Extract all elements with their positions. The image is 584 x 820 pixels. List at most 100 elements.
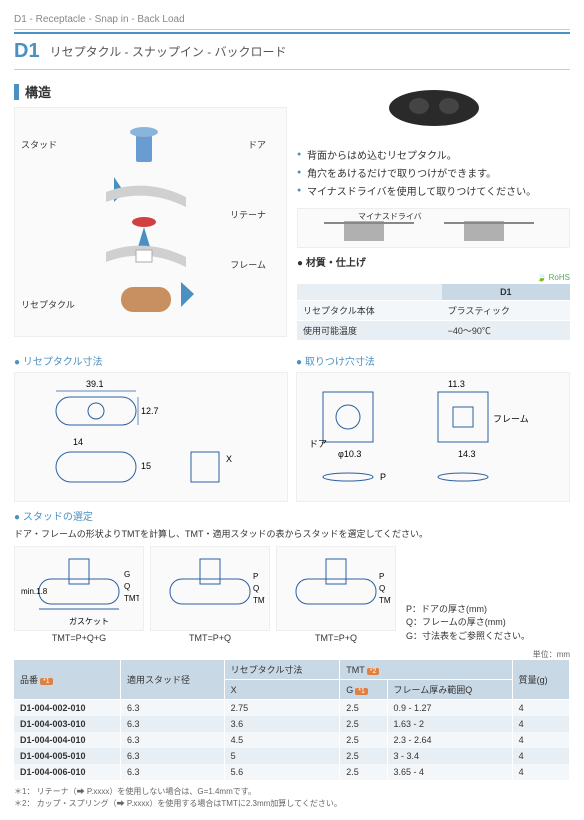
table-row: D1-004-004-0106.34.52.52.3 - 2.644 xyxy=(14,732,570,748)
label-retainer: リテーナ xyxy=(230,208,266,221)
svg-text:G: G xyxy=(124,570,130,579)
cell-x: 3.6 xyxy=(224,716,340,732)
svg-text:X: X xyxy=(226,454,232,464)
svg-text:P: P xyxy=(253,572,258,581)
stud-select-heading: ● スタッドの選定 xyxy=(14,508,570,523)
bullet-1: 角穴をあけるだけで取りつけができます。 xyxy=(307,169,496,180)
th-stud: 適用スタッド径 xyxy=(120,660,224,700)
stud-cap-2: TMT=P+Q xyxy=(276,633,396,643)
bullet-2: マイナスドライバを使用して取りつけてください。 xyxy=(307,187,536,198)
mat-v0: プラスティック xyxy=(442,301,570,321)
structure-heading: 構造 xyxy=(25,82,51,101)
th-pn-badge: *1 xyxy=(40,678,53,685)
stud-legend: P：ドアの厚さ(mm) Q：フレームの厚さ(mm) G：寸法表をご参照ください。 xyxy=(402,603,530,644)
cell-stud: 6.3 xyxy=(120,764,224,780)
cell-stud: 6.3 xyxy=(120,748,224,764)
cell-m: 4 xyxy=(512,764,569,780)
cell-x: 4.5 xyxy=(224,732,340,748)
th-tmt-badge: *2 xyxy=(367,668,380,675)
title-code: D1 xyxy=(14,40,40,63)
product-photo xyxy=(297,70,570,140)
recep-dim-heading: ● リセプタクル寸法 xyxy=(14,353,288,368)
cell-q: 1.63 - 2 xyxy=(387,716,512,732)
cell-g: 2.5 xyxy=(340,716,387,732)
cell-m: 4 xyxy=(512,716,569,732)
stud-cap-1: TMT=P+Q xyxy=(150,633,270,643)
legend-0: P：ドアの厚さ(mm) xyxy=(406,603,530,617)
recep-dim-diagram: 39.1 12.7 14 15 X xyxy=(14,372,288,502)
title-text: リセプタクル - スナップイン - バックロード xyxy=(50,43,287,60)
legend-1: Q：フレームの厚さ(mm) xyxy=(406,616,530,630)
cell-stud: 6.3 xyxy=(120,700,224,717)
material-table: D1 リセプタクル本体プラスティック 使用可能温度−40～90℃ xyxy=(297,284,570,341)
rohs-badge: 🍃 RoHS xyxy=(297,273,570,282)
stud-diag-2: P Q TMT xyxy=(276,546,396,631)
svg-text:TMT: TMT xyxy=(253,596,265,605)
svg-text:15: 15 xyxy=(141,461,151,471)
cell-g: 2.5 xyxy=(340,764,387,780)
mat-k1: 使用可能温度 xyxy=(297,321,442,341)
title-bar: D1 リセプタクル - スナップイン - バックロード xyxy=(14,32,570,70)
table-row: D1-004-002-0106.32.752.50.9 - 1.274 xyxy=(14,700,570,717)
stud-select-note: ドア・フレームの形状よりTMTを計算し、TMT・適用スタッドの表からスタッドを選… xyxy=(14,527,570,540)
section-structure: 構造 xyxy=(14,82,287,101)
svg-text:11.3: 11.3 xyxy=(448,379,465,389)
cell-stud: 6.3 xyxy=(120,716,224,732)
svg-text:φ10.3: φ10.3 xyxy=(338,449,361,459)
svg-text:TMT: TMT xyxy=(379,596,391,605)
footnotes: ＊1： リテーナ（➡ P.xxxx）を使用しない場合は、G=1.4mmです。 ＊… xyxy=(14,786,570,810)
th-recep: リセプタクル寸法 xyxy=(224,660,340,680)
cell-pn: D1-004-006-010 xyxy=(14,764,120,780)
breadcrumb: D1 - Receptacle - Snap in - Back Load xyxy=(14,10,570,30)
footnote-0: ＊1： リテーナ（➡ P.xxxx）を使用しない場合は、G=1.4mmです。 xyxy=(14,786,570,798)
svg-text:TMT: TMT xyxy=(124,594,139,603)
svg-text:P: P xyxy=(379,572,384,581)
label-door: ドア xyxy=(248,138,266,151)
table-row: D1-004-003-0106.33.62.51.63 - 24 xyxy=(14,716,570,732)
cell-q: 3.65 - 4 xyxy=(387,764,512,780)
th-tmt: TMT xyxy=(346,665,365,675)
svg-text:ガスケット: ガスケット xyxy=(69,616,109,626)
spec-table: 品番*1 適用スタッド径 リセプタクル寸法 TMT*2 質量(g) X G*1 … xyxy=(14,660,570,780)
svg-text:Q: Q xyxy=(253,584,259,593)
label-receptacle: リセプタクル xyxy=(21,298,75,311)
svg-text:min.1.8: min.1.8 xyxy=(21,587,48,596)
driver-diagram: マイナスドライバ xyxy=(297,208,570,248)
svg-text:P: P xyxy=(380,472,386,482)
svg-text:14: 14 xyxy=(73,437,83,447)
table-row: D1-004-006-0106.35.62.53.65 - 44 xyxy=(14,764,570,780)
th-frame: フレーム厚み範囲Q xyxy=(387,680,512,700)
cell-g: 2.5 xyxy=(340,700,387,717)
feature-bullets: 背面からはめ込むリセプタクル。 角穴をあけるだけで取りつけができます。 マイナス… xyxy=(297,148,570,202)
cell-stud: 6.3 xyxy=(120,732,224,748)
legend-2: G：寸法表をご参照ください。 xyxy=(406,630,530,644)
unit-label: 単位：mm xyxy=(14,649,570,660)
stud-diag-0: min.1.8 G Q TMT ガスケット xyxy=(14,546,144,631)
cell-m: 4 xyxy=(512,748,569,764)
cell-pn: D1-004-004-010 xyxy=(14,732,120,748)
svg-text:ドア: ドア xyxy=(309,439,327,449)
mat-v1: −40～90℃ xyxy=(442,321,570,341)
dim-w: 39.1 xyxy=(86,379,104,389)
svg-text:14.3: 14.3 xyxy=(458,449,476,459)
footnote-1: ＊2： カップ・スプリング（➡ P.xxxx）を使用する場合はTMTに2.3mm… xyxy=(14,798,570,810)
cell-q: 3 - 3.4 xyxy=(387,748,512,764)
cell-pn: D1-004-002-010 xyxy=(14,700,120,717)
table-row: D1-004-005-0106.352.53 - 3.44 xyxy=(14,748,570,764)
th-g: G xyxy=(346,685,353,695)
hole-dim-heading: ● 取りつけ穴寸法 xyxy=(296,353,570,368)
svg-text:Q: Q xyxy=(124,582,130,591)
th-mass: 質量(g) xyxy=(512,660,569,700)
structure-diagram: スタッド ドア リテーナ フレーム リセプタクル xyxy=(14,107,287,337)
svg-text:フレーム: フレーム xyxy=(493,414,529,424)
stud-cap-0: TMT=P+Q+G xyxy=(14,633,144,643)
bullet-0: 背面からはめ込むリセプタクル。 xyxy=(307,151,457,162)
cell-m: 4 xyxy=(512,732,569,748)
th-g-badge: *1 xyxy=(355,688,368,695)
th-x: X xyxy=(224,680,340,700)
cell-m: 4 xyxy=(512,700,569,717)
cell-x: 2.75 xyxy=(224,700,340,717)
stud-diag-1: P Q TMT xyxy=(150,546,270,631)
label-driver: マイナスドライバ xyxy=(358,211,422,222)
cell-x: 5.6 xyxy=(224,764,340,780)
